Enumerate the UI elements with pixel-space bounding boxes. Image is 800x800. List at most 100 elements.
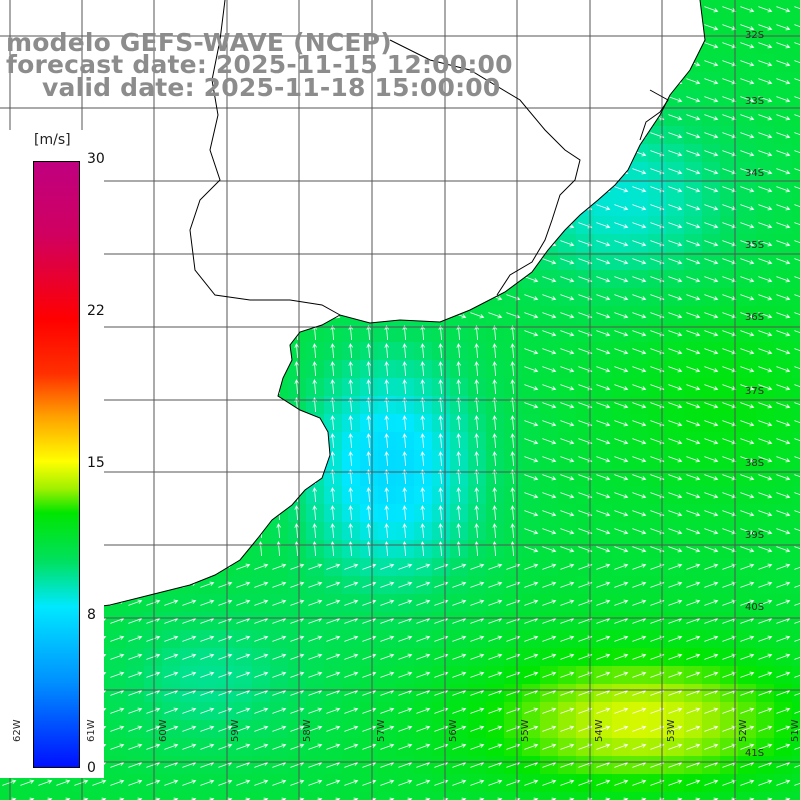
- wind-arrow: [704, 653, 719, 660]
- wind-arrow: [668, 438, 683, 445]
- wind-arrow: [438, 343, 443, 359]
- wind-arrow: [758, 204, 773, 211]
- wind-arrow: [438, 523, 443, 539]
- wind-arrow: [524, 581, 539, 588]
- wind-arrow: [776, 546, 791, 553]
- wind-arrow: [740, 78, 755, 85]
- wind-arrow: [488, 635, 503, 642]
- wind-arrow: [740, 779, 755, 786]
- wind-arrow: [370, 797, 377, 800]
- wind-cell: [450, 792, 468, 800]
- wind-arrow: [776, 581, 791, 588]
- wind-cell: [792, 720, 800, 738]
- lon-label-55w: 55W: [520, 719, 531, 742]
- wind-arrow: [632, 635, 647, 642]
- wind-arrow: [560, 779, 575, 786]
- wind-arrow: [758, 42, 773, 49]
- wind-arrow: [488, 653, 503, 660]
- wind-arrow: [668, 528, 683, 535]
- wind-arrow: [722, 186, 737, 193]
- wind-arrow: [776, 402, 791, 409]
- wind-arrow: [398, 653, 413, 660]
- wind-arrow: [614, 420, 629, 427]
- wind-arrow: [614, 635, 629, 642]
- wind-arrow: [758, 581, 773, 588]
- wind-arrow: [740, 366, 755, 373]
- wind-arrow: [614, 474, 629, 481]
- wind-arrow: [668, 563, 683, 570]
- lagoon-coast: [639, 89, 669, 141]
- wind-arrow: [614, 599, 629, 606]
- wind-arrow: [668, 743, 683, 750]
- wind-arrow: [182, 743, 197, 750]
- wind-arrow: [402, 379, 407, 395]
- wind-arrow: [542, 402, 557, 409]
- wind-arrow: [218, 707, 233, 714]
- wind-arrow: [668, 402, 683, 409]
- wind-arrow: [722, 563, 737, 570]
- wind-cell: [576, 792, 594, 800]
- wind-arrow: [398, 779, 413, 786]
- wind-arrow: [236, 779, 251, 786]
- wind-arrow: [704, 42, 719, 49]
- wind-arrow: [492, 343, 497, 359]
- wind-arrow: [614, 312, 629, 319]
- wind-arrow: [686, 563, 701, 570]
- wind-arrow: [182, 599, 197, 606]
- wind-arrow: [704, 258, 719, 265]
- lon-label-62w: 62W: [12, 719, 23, 742]
- wind-arrow: [420, 379, 425, 395]
- wind-arrow: [330, 541, 335, 557]
- wind-arrow: [474, 379, 479, 395]
- wind-arrow: [470, 581, 485, 588]
- wind-arrow: [456, 325, 461, 341]
- wind-arrow: [758, 563, 773, 570]
- wind-cell: [432, 792, 450, 800]
- wind-arrow: [614, 222, 629, 229]
- wind-cell: [792, 324, 800, 342]
- model-title: modelo GEFS-WAVE (NCEP): [6, 28, 392, 57]
- wind-arrow: [686, 366, 701, 373]
- wind-arrow: [758, 420, 773, 427]
- wind-arrow: [722, 725, 737, 732]
- wind-arrow: [614, 348, 629, 355]
- wind-arrow: [776, 168, 791, 175]
- wind-arrow: [722, 258, 737, 265]
- wind-cell: [792, 774, 800, 792]
- wind-arrow: [614, 779, 629, 786]
- wind-arrow: [758, 168, 773, 175]
- wind-arrow: [46, 797, 53, 800]
- wind-arrow: [348, 379, 353, 395]
- wind-arrow: [510, 379, 515, 395]
- wind-cell: [702, 792, 720, 800]
- wind-arrow: [366, 379, 371, 395]
- wind-arrow: [110, 635, 125, 642]
- wind-arrow: [686, 312, 701, 319]
- wind-arrow: [704, 635, 719, 642]
- wind-arrow: [146, 725, 161, 732]
- wind-arrow: [294, 379, 299, 395]
- wind-arrow: [614, 653, 629, 660]
- wind-arrow: [542, 653, 557, 660]
- wind-arrow: [722, 312, 737, 319]
- wind-arrow: [740, 743, 755, 750]
- wind-arrow: [632, 707, 647, 714]
- wind-arrow: [542, 707, 557, 714]
- wind-arrow: [794, 42, 800, 46]
- wind-arrow: [596, 492, 611, 499]
- wind-arrow: [704, 276, 719, 283]
- wind-arrow: [110, 743, 125, 750]
- wind-arrow: [740, 599, 755, 606]
- wind-arrow: [794, 222, 800, 226]
- wind-arrow: [722, 330, 737, 337]
- wind-arrow: [596, 563, 611, 570]
- wind-arrow: [704, 330, 719, 337]
- wind-arrow: [402, 361, 407, 377]
- wind-arrow: [200, 635, 215, 642]
- wind-arrow: [560, 707, 575, 714]
- wind-arrow: [460, 797, 467, 800]
- wind-arrow: [218, 599, 233, 606]
- wind-arrow: [456, 541, 461, 557]
- wind-arrow: [794, 746, 800, 750]
- wind-arrow: [560, 546, 575, 553]
